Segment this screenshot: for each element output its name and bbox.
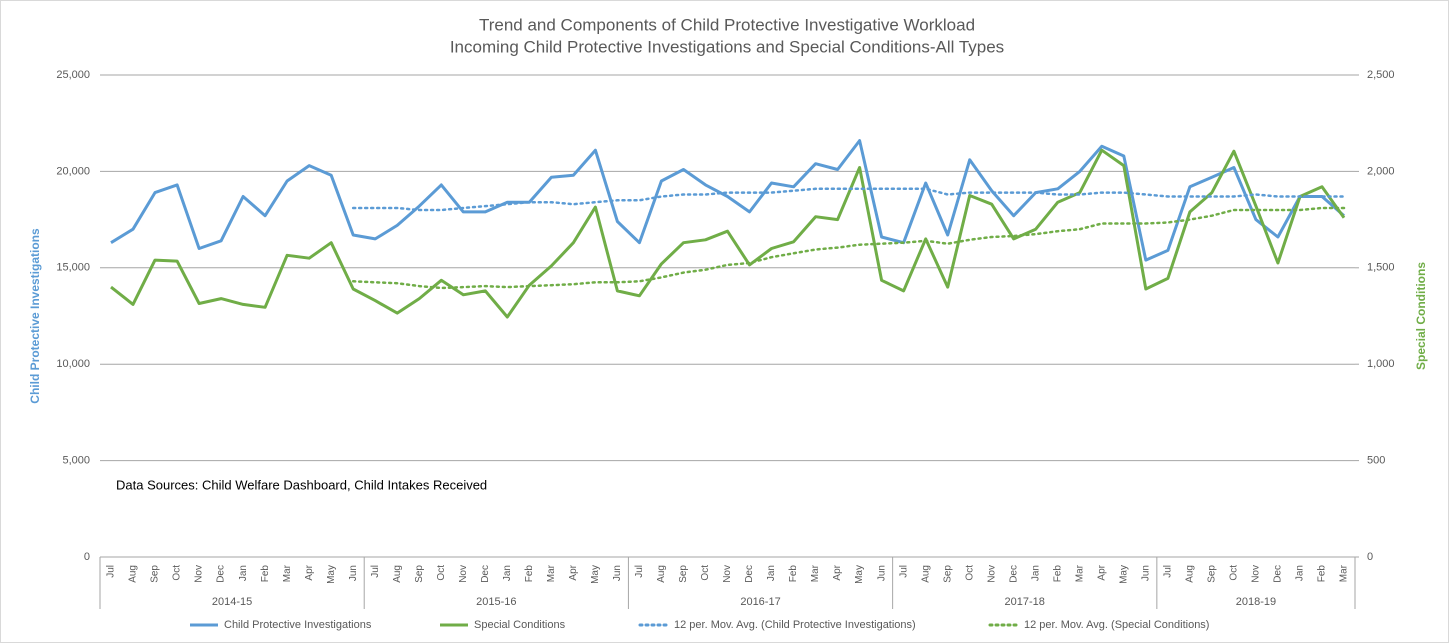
x-tick-label: Nov xyxy=(458,565,469,583)
x-tick-label: May xyxy=(590,565,601,584)
x-tick-label: Jul xyxy=(1162,565,1173,578)
x-tick-label: Sep xyxy=(678,565,689,583)
x-tick-label: Feb xyxy=(1052,565,1063,583)
x-tick-label: Jan xyxy=(1030,565,1041,581)
x-tick-label: Nov xyxy=(194,565,205,583)
group-label: 2018-19 xyxy=(1236,596,1276,608)
x-tick-label: Aug xyxy=(128,565,139,583)
x-tick-label: Mar xyxy=(546,564,557,582)
x-tick-label: Feb xyxy=(524,565,535,583)
x-tick-label: Jul xyxy=(898,565,909,578)
x-tick-label: Jan xyxy=(238,565,249,581)
y-tick-label: 25,000 xyxy=(56,69,90,81)
group-label: 2015-16 xyxy=(476,596,516,608)
x-tick-label: Apr xyxy=(304,564,315,580)
series-line xyxy=(351,206,1346,290)
x-tick-label: Dec xyxy=(744,565,755,583)
x-tick-label: Oct xyxy=(436,565,447,581)
annotation: Data Sources: Child Welfare Dashboard, C… xyxy=(116,477,487,492)
x-tick-label: Mar xyxy=(282,564,293,582)
group-label: 2017-18 xyxy=(1005,596,1045,608)
x-tick-label: Feb xyxy=(1317,565,1328,583)
y-axis-title: Child Protective Investigations xyxy=(28,228,42,404)
y2-tick-label: 2,500 xyxy=(1367,69,1395,81)
x-tick-label: Nov xyxy=(1251,565,1262,583)
x-tick-label: Jul xyxy=(106,565,117,578)
x-tick-label: Sep xyxy=(150,565,161,583)
x-tick-label: Nov xyxy=(722,565,733,583)
x-tick-label: May xyxy=(1118,565,1129,584)
y-tick-label: 10,000 xyxy=(56,358,90,370)
x-tick-label: Jan xyxy=(1295,565,1306,581)
x-tick-label: Jan xyxy=(502,565,513,581)
x-tick-label: Sep xyxy=(942,565,953,583)
x-tick-label: Feb xyxy=(260,565,271,583)
x-tick-label: Jul xyxy=(634,565,645,578)
y-tick-label: 20,000 xyxy=(56,165,90,177)
series-line xyxy=(110,148,1346,319)
x-tick-label: Jun xyxy=(1140,565,1151,581)
y2-tick-label: 500 xyxy=(1367,455,1385,467)
x-tick-label: Aug xyxy=(920,565,931,583)
x-tick-label: Apr xyxy=(568,564,579,580)
y-tick-label: 0 xyxy=(84,551,90,563)
x-tick-label: Dec xyxy=(1008,565,1019,583)
y2-tick-label: 0 xyxy=(1367,551,1373,563)
x-tick-label: May xyxy=(854,565,865,584)
x-tick-label: Mar xyxy=(810,564,821,582)
group-label: 2014-15 xyxy=(212,596,252,608)
x-tick-label: Aug xyxy=(1185,565,1196,583)
x-tick-label: Mar xyxy=(1339,564,1350,582)
x-tick-label: Aug xyxy=(656,565,667,583)
x-tick-label: Jun xyxy=(876,565,887,581)
x-tick-label: May xyxy=(326,565,337,584)
x-tick-label: Dec xyxy=(480,565,491,583)
legend-label: Child Protective Investigations xyxy=(224,619,372,631)
y2-axis-title: Special Conditions xyxy=(1414,262,1428,370)
x-tick-label: Oct xyxy=(964,565,975,581)
x-tick-label: Mar xyxy=(1074,564,1085,582)
y-tick-label: 15,000 xyxy=(56,262,90,274)
y2-tick-label: 2,000 xyxy=(1367,165,1395,177)
x-tick-label: Apr xyxy=(832,564,843,580)
x-tick-label: Oct xyxy=(172,565,183,581)
y-tick-label: 5,000 xyxy=(62,455,90,467)
x-tick-label: Aug xyxy=(392,565,403,583)
x-tick-label: Jun xyxy=(348,565,359,581)
x-tick-label: Oct xyxy=(700,565,711,581)
x-tick-label: Oct xyxy=(1229,565,1240,581)
x-tick-label: Apr xyxy=(1096,564,1107,580)
legend-label: 12 per. Mov. Avg. (Child Protective Inve… xyxy=(674,619,916,631)
x-tick-label: Jan xyxy=(766,565,777,581)
legend-label: 12 per. Mov. Avg. (Special Conditions) xyxy=(1024,619,1209,631)
group-label: 2016-17 xyxy=(740,596,780,608)
chart-title: Trend and Components of Child Protective… xyxy=(479,15,975,34)
x-tick-label: Dec xyxy=(216,565,227,583)
x-tick-label: Feb xyxy=(788,565,799,583)
legend-label: Special Conditions xyxy=(474,619,566,631)
x-tick-label: Dec xyxy=(1273,565,1284,583)
x-tick-label: Sep xyxy=(414,565,425,583)
y2-tick-label: 1,500 xyxy=(1367,262,1395,274)
series-line xyxy=(110,139,1345,262)
x-tick-label: Sep xyxy=(1207,565,1218,583)
x-tick-label: Jul xyxy=(370,565,381,578)
y2-tick-label: 1,000 xyxy=(1367,358,1395,370)
chart-subtitle: Incoming Child Protective Investigations… xyxy=(450,37,1004,56)
x-tick-label: Jun xyxy=(612,565,623,581)
x-tick-label: Nov xyxy=(986,565,997,583)
series-line xyxy=(351,187,1346,212)
